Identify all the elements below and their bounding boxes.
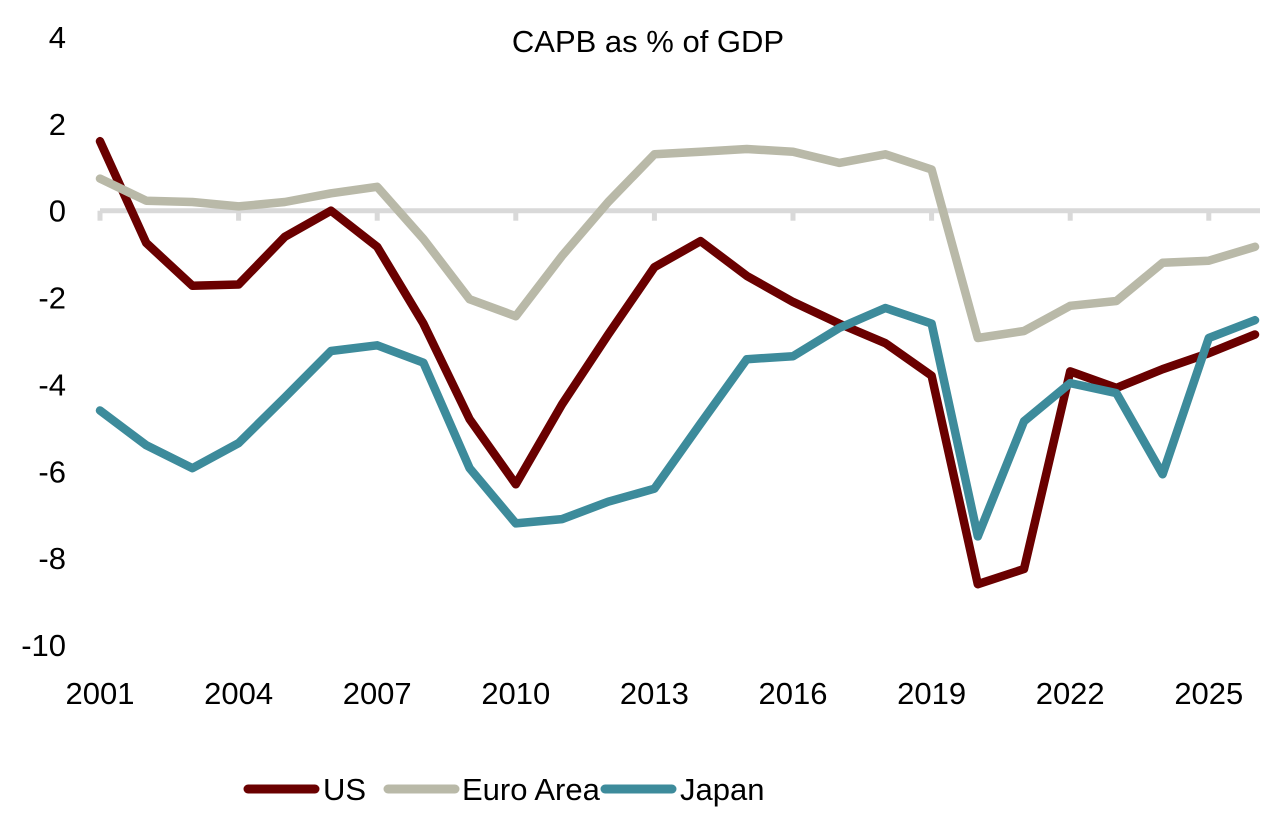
y-tick-label: 2 bbox=[49, 107, 66, 142]
y-tick-label: -10 bbox=[21, 628, 66, 663]
series-line-japan bbox=[95, 303, 1260, 541]
x-axis: 2001 2004 2007 2010 2013 2016 2019 2022 2025 bbox=[66, 208, 1260, 711]
legend-label: Japan bbox=[680, 772, 764, 807]
series-line-euro-area bbox=[95, 144, 1260, 343]
x-tick-label: 2022 bbox=[1036, 676, 1105, 711]
y-tick-label: 4 bbox=[49, 20, 66, 55]
legend-item-us: US bbox=[243, 772, 366, 807]
y-tick-label: -8 bbox=[38, 541, 66, 576]
legend-label: Euro Area bbox=[462, 772, 601, 807]
legend-label: US bbox=[323, 772, 366, 807]
chart-title: CAPB as % of GDP bbox=[512, 24, 784, 59]
y-tick-label: -2 bbox=[38, 281, 66, 316]
y-tick-label: -4 bbox=[38, 367, 66, 402]
y-tick-label: -6 bbox=[38, 454, 66, 489]
series-layer bbox=[95, 136, 1260, 589]
x-tick-label: 2004 bbox=[204, 676, 273, 711]
series-line-us bbox=[95, 136, 1260, 589]
x-tick-label: 2013 bbox=[620, 676, 689, 711]
x-tick-label: 2001 bbox=[66, 676, 135, 711]
legend-item-japan: Japan bbox=[600, 772, 764, 807]
x-tick-label: 2007 bbox=[343, 676, 412, 711]
x-tick-label: 2025 bbox=[1174, 676, 1243, 711]
y-axis: 4 2 0 -2 -4 -6 -8 -10 bbox=[21, 20, 66, 663]
x-tick-label: 2019 bbox=[897, 676, 966, 711]
x-tick-label: 2010 bbox=[481, 676, 550, 711]
legend-item-euro-area: Euro Area bbox=[383, 772, 601, 807]
x-tick-label: 2016 bbox=[759, 676, 828, 711]
y-tick-label: 0 bbox=[49, 194, 66, 229]
legend: US Euro Area Japan bbox=[243, 772, 764, 807]
